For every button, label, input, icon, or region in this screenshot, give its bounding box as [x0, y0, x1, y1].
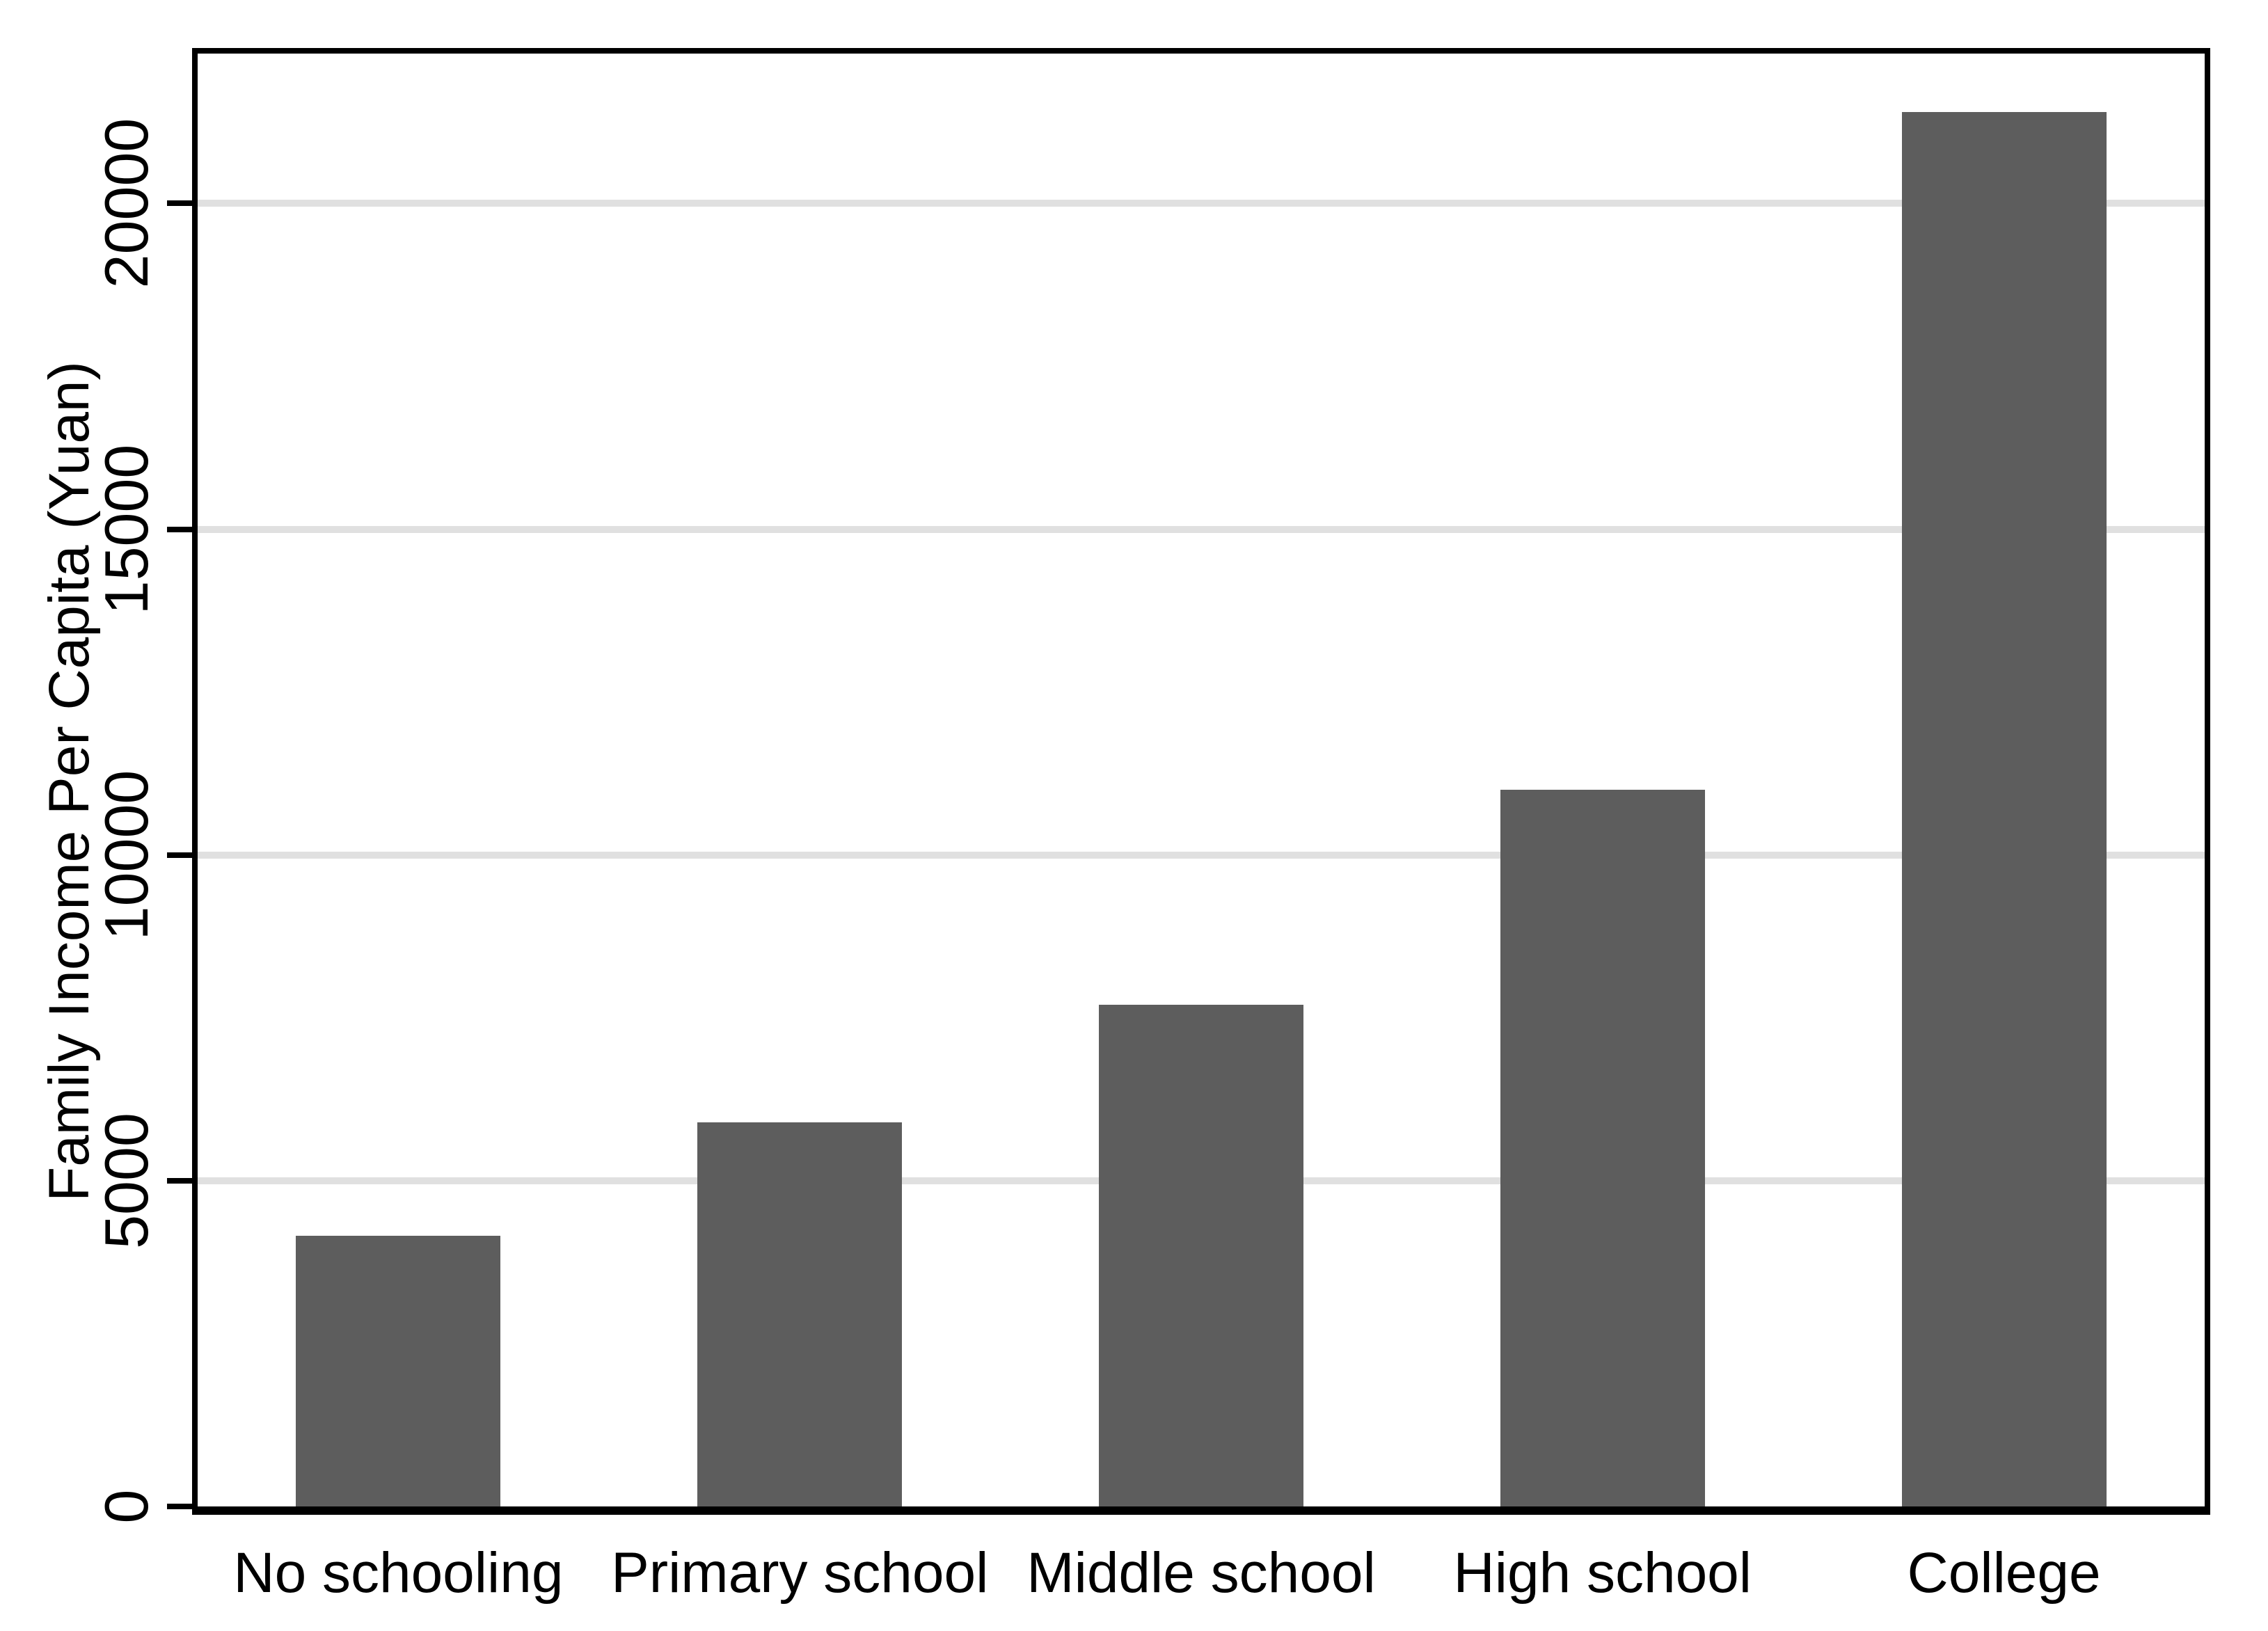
y-tick-10000 — [167, 852, 192, 858]
y-tick-label-10000: 10000 — [92, 770, 161, 941]
y-tick-label-layer: 0 5000 10000 15000 20000 — [0, 54, 167, 1523]
y-tick-15000 — [167, 526, 192, 532]
bar-slot-no-schooling — [198, 54, 599, 1506]
plot-area — [198, 54, 2205, 1506]
y-axis-ticks — [167, 54, 192, 1509]
x-tick-label-high-school: High school — [1453, 1541, 1752, 1605]
gridline-20000 — [198, 200, 2205, 207]
bar-slot-primary-school — [599, 54, 1001, 1506]
x-tick-label-middle-school: Middle school — [1026, 1541, 1376, 1605]
bar-no-schooling — [296, 1236, 501, 1506]
bar-middle-school — [1098, 1005, 1304, 1506]
bar-primary-school — [697, 1122, 903, 1506]
y-tick-label-20000: 20000 — [92, 118, 161, 289]
x-tick-label-college: College — [1907, 1541, 2101, 1605]
x-tick-label-primary-school: Primary school — [611, 1541, 989, 1605]
bar-slot-high-school — [1402, 54, 1803, 1506]
bar-high-school — [1500, 790, 1705, 1506]
y-tick-label-0: 0 — [92, 1489, 161, 1524]
gridline-15000 — [198, 525, 2205, 533]
y-tick-5000 — [167, 1177, 192, 1184]
y-tick-label-15000: 15000 — [92, 444, 161, 614]
x-tick-label-no-schooling: No schooling — [233, 1541, 564, 1605]
bars-layer — [198, 54, 2205, 1506]
bar-slot-middle-school — [1001, 54, 1402, 1506]
bar-college — [1901, 112, 2107, 1506]
y-tick-0 — [167, 1504, 192, 1509]
gridline-10000 — [198, 851, 2205, 859]
x-axis-labels: No schooling Primary school Middle school H… — [198, 1535, 2205, 1618]
y-tick-label-5000: 5000 — [92, 1112, 161, 1249]
bar-slot-college — [1803, 54, 2205, 1506]
y-tick-20000 — [167, 200, 192, 207]
